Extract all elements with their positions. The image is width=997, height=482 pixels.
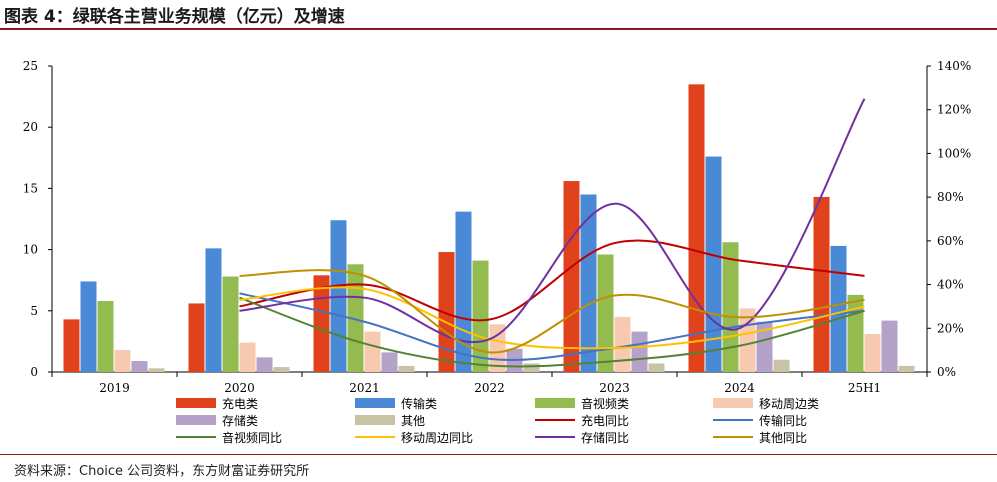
legend-swatch: [176, 398, 216, 408]
y-left-tick-label: 0: [30, 365, 38, 379]
title-divider: [0, 28, 997, 30]
bar: [813, 196, 830, 372]
bar: [563, 181, 580, 372]
y-left-tick-label: 20: [23, 120, 38, 134]
legend-swatch: [535, 398, 575, 408]
x-tick-label: 2019: [99, 381, 130, 395]
y-right-tick-label: 80%: [937, 190, 964, 204]
bar: [222, 276, 239, 372]
series-line: [239, 296, 865, 368]
source-note: 资料来源：Choice 公司资料，东方财富证券研究所: [14, 464, 310, 479]
x-tick-label: 2023: [599, 381, 630, 395]
bar: [273, 367, 290, 372]
y-right-tick-label: 120%: [937, 103, 971, 117]
bar: [688, 84, 705, 373]
series-line: [239, 239, 865, 322]
x-tick-label: 2021: [349, 381, 380, 395]
bar: [631, 331, 648, 372]
y-right-tick-label: 60%: [937, 234, 964, 248]
legend-swatch: [355, 415, 395, 425]
series-line: [239, 269, 865, 354]
legend-label: 音视频同比: [222, 430, 282, 445]
y-left-tick-label: 25: [23, 59, 38, 73]
legend-label: 传输类: [401, 396, 437, 411]
bar: [131, 360, 148, 372]
combo-chart: 0 5 10 15 20 25 0% 20% 40% 60% 80% 100% 120% 140% 2019…: [23, 59, 972, 445]
bar: [438, 252, 455, 372]
bar: [648, 363, 665, 372]
bar: [580, 194, 597, 372]
bar: [63, 319, 80, 372]
bar: [756, 321, 773, 372]
x-tick-label: 2020: [224, 381, 255, 395]
y-left-tick-label: 15: [23, 181, 38, 195]
bar: [898, 365, 915, 372]
bar: [523, 363, 540, 372]
y-right-tick-label: 0%: [937, 365, 956, 379]
ticks-group: 0 5 10 15 20 25 0% 20% 40% 60% 80% 100% 120% 140% 2019…: [23, 59, 972, 395]
legend-swatch: [355, 398, 395, 408]
y-left-tick-label: 5: [30, 304, 38, 318]
legend-label: 移动周边同比: [401, 431, 473, 445]
bar: [347, 264, 364, 372]
y-right-tick-label: 140%: [937, 59, 971, 73]
series-line: [239, 98, 866, 344]
legend-label: 其他同比: [759, 431, 807, 445]
bar: [205, 248, 222, 372]
bar: [614, 316, 631, 372]
bar: [256, 357, 273, 372]
bar: [881, 320, 898, 372]
x-tick-label: 2024: [724, 381, 755, 395]
legend-swatch: [713, 398, 753, 408]
bar: [80, 281, 97, 372]
bar: [722, 242, 739, 372]
bar: [830, 245, 847, 372]
legend-label: 移动周边类: [759, 397, 819, 411]
chart-title: 图表 4：绿联各主营业务规模（亿元）及增速: [4, 7, 345, 27]
bar: [472, 260, 489, 372]
bar: [597, 254, 614, 372]
legend-label: 存储同比: [581, 430, 629, 445]
series-line: [239, 292, 865, 361]
bar: [864, 334, 881, 372]
y-right-tick-label: 100%: [937, 146, 971, 160]
legend-label: 存储类: [222, 413, 258, 428]
y-right-tick-label: 40%: [937, 278, 964, 292]
legend-label: 音视频类: [581, 396, 629, 411]
lines-group: [239, 98, 866, 368]
bar: [188, 303, 205, 372]
legend-label: 充电同比: [581, 413, 629, 428]
bar: [398, 365, 415, 372]
legend-label: 其他: [401, 414, 425, 428]
bar: [364, 331, 381, 372]
legend-swatch: [176, 415, 216, 425]
bars-group: [63, 84, 915, 373]
x-tick-label: 25H1: [848, 381, 881, 395]
series-line: [239, 286, 865, 350]
y-right-tick-label: 20%: [937, 321, 964, 335]
footer-divider: [0, 454, 997, 455]
bar: [455, 211, 472, 372]
x-tick-label: 2022: [474, 381, 505, 395]
bar: [114, 349, 131, 372]
y-left-tick-label: 10: [23, 243, 38, 257]
bar: [239, 342, 256, 372]
legend-label: 传输同比: [759, 413, 807, 428]
legend-label: 充电类: [222, 396, 258, 411]
bar: [97, 301, 114, 372]
bar: [148, 368, 165, 372]
bar: [381, 352, 398, 372]
bar: [773, 359, 790, 372]
